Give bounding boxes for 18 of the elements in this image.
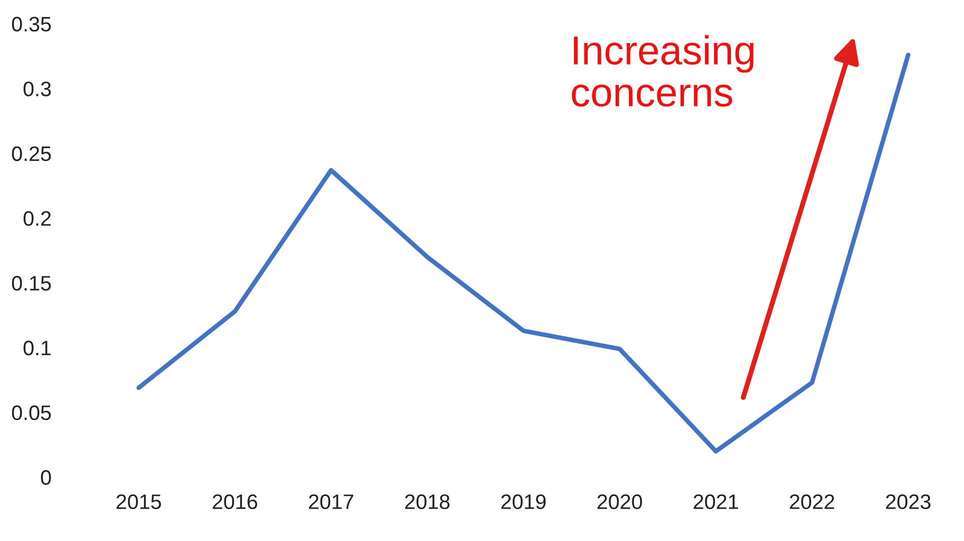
- x-tick-label: 2017: [308, 494, 354, 510]
- y-tick-label: 0.2: [24, 211, 51, 226]
- annotation: Increasing concerns: [572, 35, 754, 107]
- y-tick-label: 0.05: [12, 405, 51, 420]
- x-tick-label: 2021: [694, 494, 738, 510]
- x-tick-label: 2022: [790, 494, 834, 510]
- y-tick-label: 0.1: [24, 340, 51, 356]
- y-tick-label: 0.35: [12, 16, 51, 32]
- x-tick-label: 2023: [886, 494, 930, 510]
- y-tick-label: 0.25: [12, 146, 51, 162]
- x-tick-label: 2016: [212, 494, 258, 510]
- y-tick-label: 0.15: [12, 276, 51, 291]
- x-tick-label: 2018: [405, 494, 450, 510]
- x-tick-label: 2020: [598, 494, 642, 510]
- x-tick-label: 2019: [501, 494, 546, 510]
- y-tick-label: 0.3: [24, 82, 51, 96]
- x-tick-label: 2015: [116, 494, 162, 510]
- y-tick-label: 0: [40, 470, 51, 485]
